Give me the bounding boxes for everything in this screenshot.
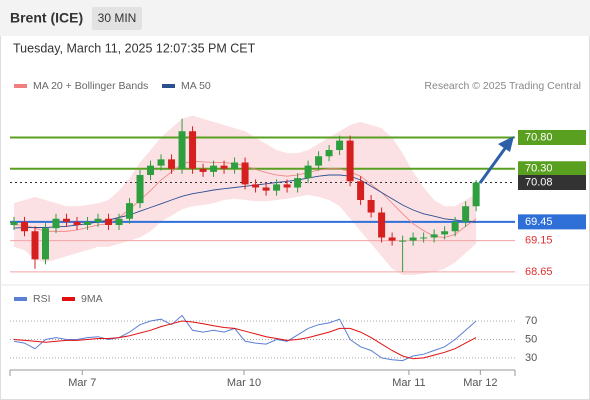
candle-body bbox=[105, 218, 113, 225]
indicator-line bbox=[13, 314, 477, 362]
source: Research © 2025 Trading Central bbox=[424, 80, 581, 92]
legend-label: 9MA bbox=[81, 293, 103, 305]
timestamp: Tuesday, March 11, 2025 12:07:35 PM CET bbox=[13, 41, 256, 55]
x-tick-label: Mar 12 bbox=[463, 377, 497, 389]
level-label: 68.65 bbox=[525, 266, 553, 278]
candle-body bbox=[231, 162, 239, 169]
candle-body bbox=[283, 184, 291, 188]
level-label: 70.30 bbox=[525, 163, 553, 175]
level-label: 69.45 bbox=[525, 216, 553, 228]
level-box bbox=[518, 214, 586, 230]
candle-body bbox=[115, 218, 123, 225]
candle-body bbox=[346, 140, 354, 182]
candle-body bbox=[367, 200, 375, 213]
candle-body bbox=[252, 184, 260, 188]
candle-body bbox=[357, 181, 365, 200]
candle-body bbox=[262, 187, 270, 191]
level-label: 70.80 bbox=[525, 131, 553, 143]
candle-body bbox=[241, 162, 249, 185]
candle-body bbox=[451, 221, 459, 232]
candle-body bbox=[189, 131, 197, 169]
instrument-title: Brent (ICE) bbox=[10, 10, 83, 26]
candle-body bbox=[84, 221, 92, 225]
legend-swatch bbox=[14, 297, 27, 301]
x-tick-label: Mar 11 bbox=[392, 377, 425, 389]
candle-body bbox=[126, 203, 134, 219]
level-box bbox=[518, 130, 586, 145]
candle-body bbox=[304, 165, 312, 179]
candle-body bbox=[94, 218, 102, 222]
candle-body bbox=[199, 168, 207, 172]
level-box bbox=[518, 161, 586, 177]
x-tick-label: Mar 7 bbox=[68, 377, 96, 389]
candle-body bbox=[388, 237, 396, 241]
candle-body bbox=[42, 228, 50, 260]
candle-body bbox=[20, 221, 28, 232]
bollinger-band bbox=[14, 115, 477, 275]
y-tick-label: 50 bbox=[525, 333, 537, 345]
candle-body bbox=[409, 237, 417, 241]
candle-body bbox=[157, 159, 165, 166]
y-tick-label: 30 bbox=[525, 352, 537, 364]
indicator-line bbox=[13, 320, 477, 360]
legend-swatch bbox=[14, 84, 27, 88]
toolbar bbox=[0, 0, 590, 36]
candle-body bbox=[220, 165, 228, 169]
candle-body bbox=[399, 240, 407, 242]
forecast-arrow-head bbox=[498, 136, 514, 152]
candle-body bbox=[336, 140, 344, 150]
candle-body bbox=[273, 184, 281, 191]
candle-body bbox=[210, 165, 218, 172]
legend-label: RSI bbox=[33, 293, 51, 305]
forecast-arrow bbox=[478, 146, 508, 184]
candle-body bbox=[136, 175, 144, 204]
x-tick-label: Mar 10 bbox=[227, 377, 261, 389]
candle-body bbox=[168, 159, 176, 169]
candle-body bbox=[472, 182, 480, 207]
level-label: 70.08 bbox=[525, 176, 553, 188]
y-tick-label: 70 bbox=[525, 315, 537, 327]
candle-body bbox=[325, 150, 333, 157]
level-label: 69.15 bbox=[525, 235, 553, 247]
candle-body bbox=[63, 218, 71, 222]
level-box bbox=[518, 175, 586, 190]
interval-button[interactable] bbox=[92, 7, 142, 30]
candle-body bbox=[73, 221, 81, 225]
legend-label: MA 50 bbox=[181, 80, 211, 92]
legend-label: MA 20 + Bollinger Bands bbox=[33, 80, 148, 92]
candle-body bbox=[52, 218, 60, 229]
candle-body bbox=[462, 206, 470, 222]
candle-body bbox=[147, 165, 155, 175]
candle-body bbox=[178, 131, 186, 169]
candle-body bbox=[441, 231, 449, 235]
candle-body bbox=[31, 231, 39, 260]
candle-body bbox=[10, 221, 18, 225]
candle-body bbox=[315, 156, 323, 166]
candle-body bbox=[430, 234, 438, 238]
candle-body bbox=[294, 178, 302, 188]
candle-body bbox=[420, 237, 428, 239]
candle-body bbox=[378, 212, 386, 238]
legend-swatch bbox=[162, 84, 175, 88]
interval-label[interactable]: 30 MIN bbox=[98, 11, 137, 25]
legend-swatch bbox=[62, 297, 75, 301]
